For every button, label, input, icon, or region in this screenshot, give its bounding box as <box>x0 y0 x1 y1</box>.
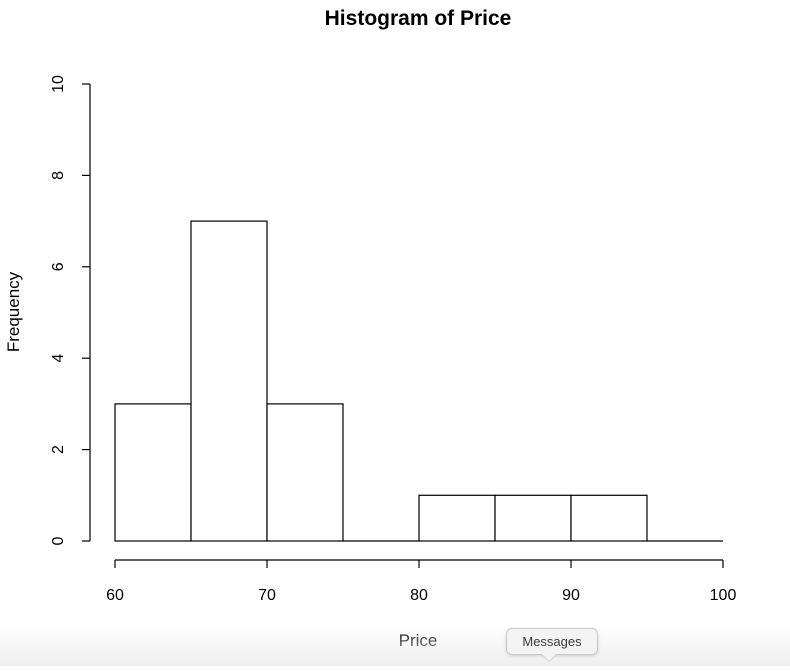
histogram-bar-1 <box>190 220 268 542</box>
x-axis: 60 70 80 90 100 <box>106 559 737 604</box>
y-axis-label: Frequency <box>4 271 23 352</box>
histogram-bar-6 <box>570 494 648 542</box>
y-tick-label-2: 4 <box>50 354 67 363</box>
y-tick-label-1: 2 <box>50 445 67 454</box>
y-tick-label-5: 10 <box>50 75 67 93</box>
y-tick-label-0: 0 <box>50 536 67 545</box>
chart-title: Histogram of Price <box>325 7 512 30</box>
histogram-bar-0 <box>114 403 192 542</box>
histogram-bar-2 <box>266 403 344 542</box>
messages-tooltip: Messages <box>506 628 598 655</box>
bars-group <box>114 220 723 542</box>
x-tick-label-0: 60 <box>106 587 124 604</box>
y-tick-label-4: 8 <box>50 171 67 180</box>
histogram-bar-5 <box>494 494 572 542</box>
y-axis: 0 2 4 6 8 10 <box>50 75 91 545</box>
x-axis-label: Price <box>399 631 438 650</box>
x-tick-label-2: 80 <box>410 587 428 604</box>
tooltip-arrow <box>542 654 556 661</box>
x-tick-label-3: 90 <box>562 587 580 604</box>
y-tick-label-3: 6 <box>50 262 67 271</box>
x-tick-label-1: 70 <box>258 587 276 604</box>
x-tick-label-4: 100 <box>710 587 737 604</box>
histogram-bar-4 <box>418 494 496 542</box>
